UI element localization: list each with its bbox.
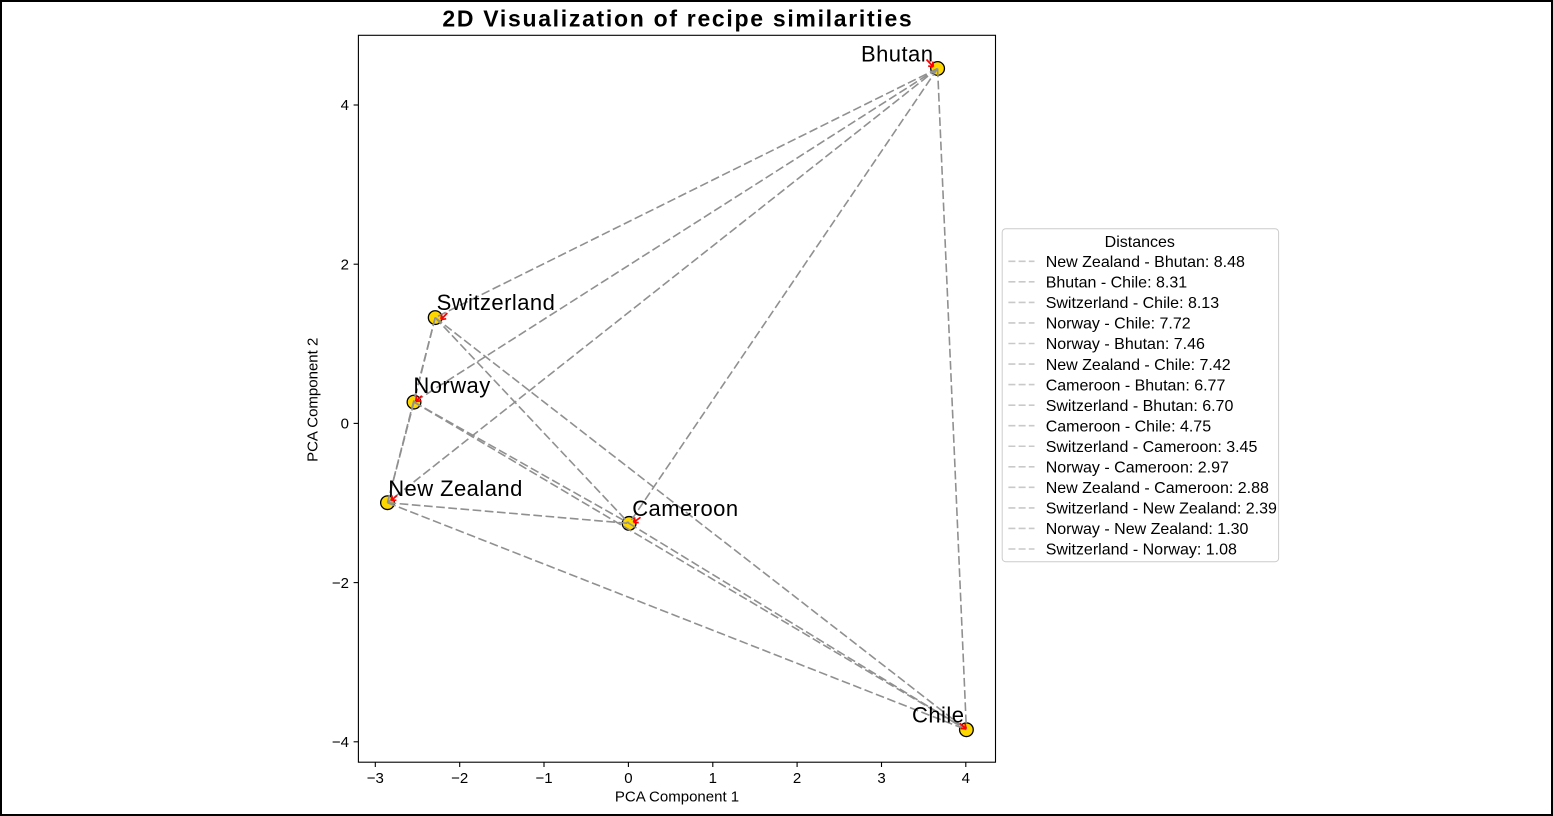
svg-text:Bhutan - Chile: 8.31: Bhutan - Chile: 8.31 xyxy=(1046,275,1188,292)
svg-text:3: 3 xyxy=(877,770,885,787)
svg-text:1: 1 xyxy=(709,770,717,787)
svg-text:4: 4 xyxy=(962,770,970,787)
svg-text:Bhutan: Bhutan xyxy=(861,41,933,66)
svg-text:Norway: Norway xyxy=(413,373,490,398)
svg-text:Norway - Bhutan: 7.46: Norway - Bhutan: 7.46 xyxy=(1046,336,1205,353)
svg-text:−3: −3 xyxy=(367,770,384,787)
svg-text:4: 4 xyxy=(341,97,349,114)
svg-text:−1: −1 xyxy=(535,770,552,787)
svg-text:Chile: Chile xyxy=(912,703,964,728)
svg-text:New Zealand - Chile: 7.42: New Zealand - Chile: 7.42 xyxy=(1046,357,1231,374)
svg-text:2: 2 xyxy=(793,770,801,787)
svg-text:Switzerland - Bhutan: 6.70: Switzerland - Bhutan: 6.70 xyxy=(1046,398,1234,415)
svg-text:PCA Component 2: PCA Component 2 xyxy=(305,338,322,462)
svg-text:2: 2 xyxy=(341,256,349,273)
svg-text:−4: −4 xyxy=(332,734,349,751)
svg-text:PCA Component 1: PCA Component 1 xyxy=(615,788,739,805)
svg-text:New Zealand: New Zealand xyxy=(388,476,523,501)
svg-text:2D Visualization of recipe sim: 2D Visualization of recipe similarities xyxy=(442,6,913,32)
svg-text:0: 0 xyxy=(341,416,349,433)
svg-text:−2: −2 xyxy=(451,770,468,787)
svg-text:Norway - New Zealand: 1.30: Norway - New Zealand: 1.30 xyxy=(1046,521,1249,538)
svg-text:Switzerland - Cameroon: 3.45: Switzerland - Cameroon: 3.45 xyxy=(1046,439,1258,456)
svg-text:New Zealand - Bhutan: 8.48: New Zealand - Bhutan: 8.48 xyxy=(1046,254,1245,271)
svg-text:Switzerland: Switzerland xyxy=(437,290,556,315)
svg-text:Switzerland - Norway: 1.08: Switzerland - Norway: 1.08 xyxy=(1046,542,1237,559)
svg-text:Distances: Distances xyxy=(1105,234,1175,251)
svg-text:Norway - Cameroon: 2.97: Norway - Cameroon: 2.97 xyxy=(1046,460,1229,477)
svg-text:Cameroon - Chile: 4.75: Cameroon - Chile: 4.75 xyxy=(1046,418,1212,435)
svg-text:−2: −2 xyxy=(332,575,349,592)
svg-text:0: 0 xyxy=(624,770,632,787)
svg-text:Switzerland - Chile: 8.13: Switzerland - Chile: 8.13 xyxy=(1046,295,1220,312)
svg-text:Norway - Chile: 7.72: Norway - Chile: 7.72 xyxy=(1046,316,1191,333)
svg-text:Cameroon: Cameroon xyxy=(632,496,738,521)
svg-text:New Zealand - Cameroon: 2.88: New Zealand - Cameroon: 2.88 xyxy=(1046,480,1269,497)
svg-text:Cameroon - Bhutan: 6.77: Cameroon - Bhutan: 6.77 xyxy=(1046,377,1226,394)
svg-text:Switzerland - New Zealand: 2.3: Switzerland - New Zealand: 2.39 xyxy=(1046,501,1277,518)
